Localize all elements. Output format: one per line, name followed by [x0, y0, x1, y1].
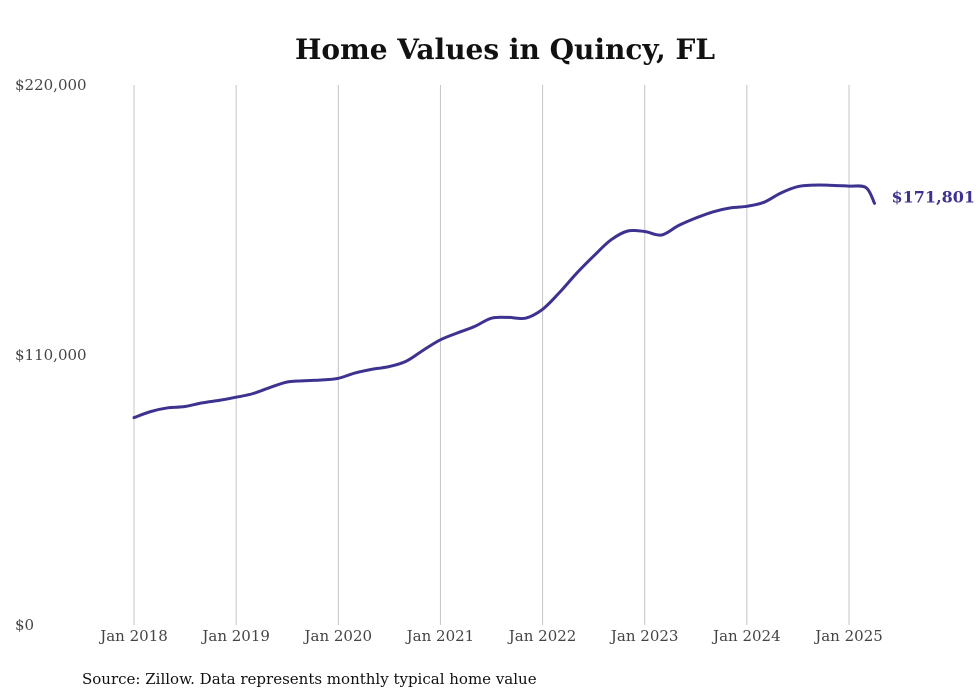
x-tick-label: Jan 2022	[507, 627, 577, 645]
source-note: Source: Zillow. Data represents monthly …	[82, 670, 537, 688]
x-tick-label: Jan 2023	[609, 627, 679, 645]
x-tick-label: Jan 2020	[303, 627, 373, 645]
x-tick-label: Jan 2018	[98, 627, 168, 645]
x-tick-label: Jan 2021	[405, 627, 475, 645]
y-tick-label: $0	[15, 616, 34, 634]
x-axis-ticks: Jan 2018 Jan 2019 Jan 2020 Jan 2021 Jan 2022…	[98, 627, 883, 645]
y-tick-label: $110,000	[15, 346, 87, 364]
series-layer	[132, 183, 876, 420]
y-tick-label: $220,000	[15, 76, 87, 94]
x-tick-label: Jan 2019	[200, 627, 270, 645]
x-tick-label: Jan 2024	[711, 627, 781, 645]
end-value-label: $171,801	[892, 187, 976, 206]
gridlines	[133, 85, 850, 625]
x-tick-label: Jan 2025	[813, 627, 883, 645]
y-axis-ticks: $0 $110,000 $220,000	[15, 76, 87, 634]
chart-title: Home Values in Quincy, FL	[295, 33, 715, 66]
series-line-0	[132, 183, 876, 420]
